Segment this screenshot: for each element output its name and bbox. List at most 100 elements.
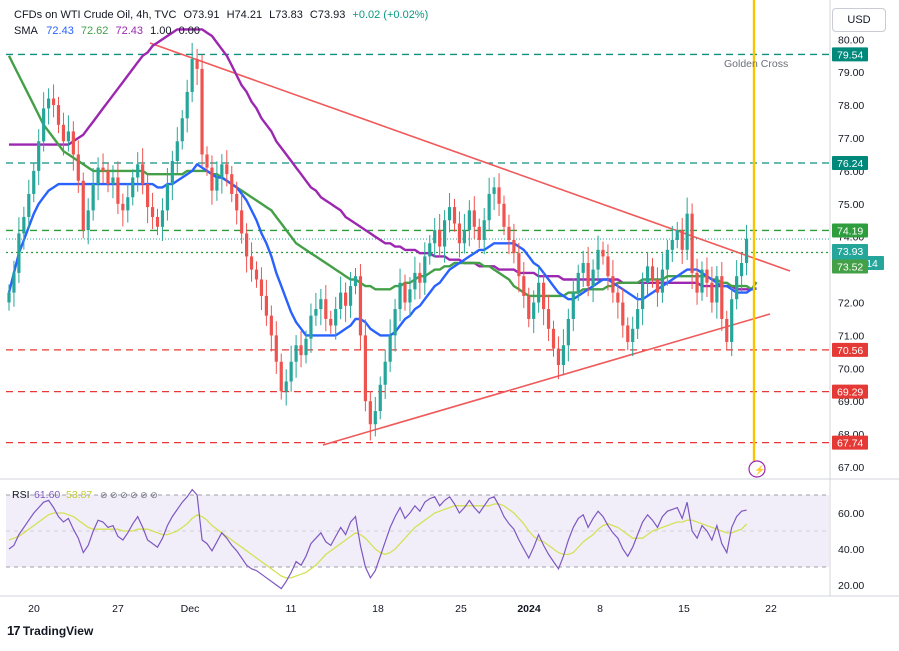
candle-body[interactable]: [210, 167, 214, 191]
candle-body[interactable]: [645, 266, 650, 283]
candle-body[interactable]: [428, 243, 432, 257]
candle-body[interactable]: [462, 230, 466, 244]
candle-body[interactable]: [388, 335, 392, 362]
candle-body[interactable]: [27, 193, 31, 217]
candle-body[interactable]: [626, 325, 630, 342]
candle-body[interactable]: [146, 184, 150, 208]
candle-body[interactable]: [96, 167, 100, 185]
candle-body[interactable]: [700, 269, 704, 293]
candle-body[interactable]: [42, 108, 46, 142]
candle-body[interactable]: [730, 299, 734, 342]
candle-body[interactable]: [393, 309, 397, 336]
candle-body[interactable]: [611, 276, 615, 293]
candle-body[interactable]: [497, 187, 501, 204]
candle-body[interactable]: [66, 131, 70, 142]
candle-body[interactable]: [556, 348, 561, 366]
candle-body[interactable]: [220, 164, 224, 178]
candle-body[interactable]: [457, 223, 462, 244]
candle-body[interactable]: [235, 193, 239, 211]
candle-body[interactable]: [245, 233, 249, 257]
candle-body[interactable]: [284, 381, 288, 392]
candle-body[interactable]: [507, 226, 511, 240]
candle-body[interactable]: [581, 263, 585, 273]
candle-body[interactable]: [91, 184, 95, 211]
candle-body[interactable]: [735, 276, 739, 300]
candle-body[interactable]: [274, 335, 278, 362]
candle-body[interactable]: [725, 318, 729, 342]
candle-body[interactable]: [12, 272, 16, 293]
candle-body[interactable]: [289, 361, 293, 382]
candle-body[interactable]: [398, 282, 402, 310]
candle-body[interactable]: [225, 164, 229, 175]
candle-body[interactable]: [230, 174, 234, 194]
candle-body[interactable]: [720, 276, 724, 319]
candle-body[interactable]: [596, 249, 600, 270]
candle-body[interactable]: [259, 279, 264, 296]
candle-body[interactable]: [636, 309, 640, 329]
candle-body[interactable]: [126, 197, 130, 211]
candle-body[interactable]: [195, 59, 199, 69]
candle-body[interactable]: [353, 276, 358, 287]
candle-body[interactable]: [527, 295, 531, 319]
candle-body[interactable]: [631, 328, 635, 342]
candle-body[interactable]: [170, 161, 174, 185]
candle-body[interactable]: [329, 318, 333, 326]
candle-body[interactable]: [641, 282, 645, 310]
candle-body[interactable]: [56, 105, 61, 125]
candle-body[interactable]: [17, 233, 21, 273]
candle-body[interactable]: [264, 295, 268, 316]
candle-body[interactable]: [81, 180, 85, 231]
alert-icon[interactable]: [748, 460, 766, 478]
candle-body[interactable]: [136, 164, 140, 178]
candle-body[interactable]: [670, 239, 674, 250]
candle-body[interactable]: [492, 187, 496, 194]
candle-body[interactable]: [71, 131, 75, 155]
candle-body[interactable]: [447, 207, 452, 221]
candle-body[interactable]: [348, 286, 353, 306]
candle-body[interactable]: [22, 216, 26, 234]
candle-body[interactable]: [101, 167, 105, 171]
candle-body[interactable]: [438, 230, 442, 247]
candle-body[interactable]: [433, 230, 437, 244]
candle-body[interactable]: [240, 210, 244, 234]
candle-body[interactable]: [339, 292, 343, 310]
candle-body[interactable]: [621, 302, 625, 326]
candle-body[interactable]: [576, 272, 580, 293]
candle-body[interactable]: [482, 220, 486, 240]
candle-body[interactable]: [705, 269, 709, 283]
candle-body[interactable]: [205, 154, 209, 168]
candle-body[interactable]: [655, 279, 660, 293]
candle-body[interactable]: [561, 345, 565, 366]
candle-body[interactable]: [383, 361, 387, 385]
candle-body[interactable]: [249, 256, 254, 270]
candle-body[interactable]: [47, 98, 51, 109]
candle-body[interactable]: [319, 299, 323, 310]
candle-body[interactable]: [121, 203, 125, 211]
candle-body[interactable]: [690, 213, 694, 273]
candle-body[interactable]: [715, 276, 719, 303]
candle-body[interactable]: [606, 256, 610, 277]
candle-body[interactable]: [517, 253, 521, 277]
candle-body[interactable]: [591, 269, 595, 287]
candle-body[interactable]: [512, 239, 516, 254]
candle-body[interactable]: [413, 272, 417, 290]
candle-body[interactable]: [616, 292, 620, 303]
candle-body[interactable]: [111, 177, 115, 185]
candle-body[interactable]: [304, 338, 308, 356]
candle-body[interactable]: [408, 289, 412, 303]
candle-body[interactable]: [324, 299, 328, 319]
candle-body[interactable]: [165, 184, 169, 211]
candle-body[interactable]: [358, 276, 363, 336]
candle-body[interactable]: [373, 411, 377, 425]
candle-body[interactable]: [532, 302, 536, 319]
candle-body[interactable]: [710, 282, 714, 303]
candle-body[interactable]: [314, 309, 318, 316]
candle-body[interactable]: [467, 210, 471, 231]
candle-body[interactable]: [542, 282, 546, 310]
candle-body[interactable]: [566, 318, 570, 346]
candle-body[interactable]: [378, 384, 382, 412]
candle-body[interactable]: [685, 213, 689, 250]
candle-body[interactable]: [106, 170, 110, 185]
candle-body[interactable]: [254, 269, 259, 280]
candle-body[interactable]: [190, 59, 194, 92]
